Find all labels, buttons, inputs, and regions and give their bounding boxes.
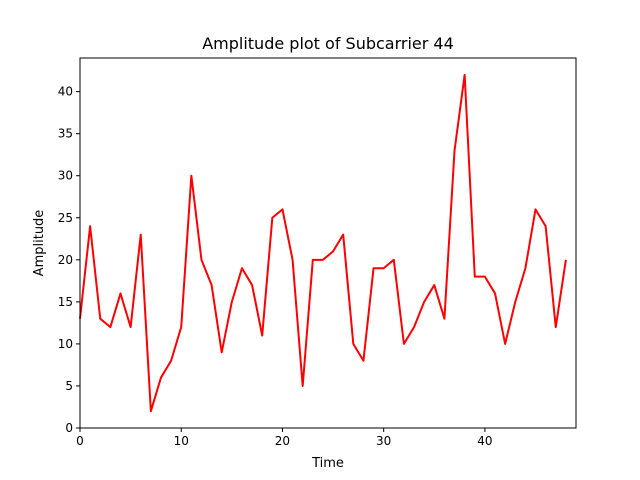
plot-area: 0 10 20 30 40 0 5 10 15 20 25 30 35 40 [58, 57, 577, 448]
y-tick-label: 5 [65, 379, 73, 393]
axes-frame [79, 57, 577, 429]
y-tick-label: 30 [58, 169, 73, 183]
x-axis-title: Time [311, 456, 344, 471]
y-tick-label: 15 [58, 295, 73, 309]
y-tick-label: 10 [58, 337, 73, 351]
chart-title: Amplitude plot of Subcarrier 44 [202, 34, 454, 53]
y-tick-label: 35 [58, 127, 73, 141]
y-tick-label: 0 [65, 421, 73, 435]
y-axis-title: Amplitude [32, 210, 47, 277]
y-tick-label: 20 [58, 253, 73, 267]
x-tick-label: 0 [76, 434, 84, 448]
series-line-0 [79, 73, 567, 413]
x-tick-label: 30 [376, 434, 391, 448]
x-tick-label: 40 [477, 434, 492, 448]
y-tick-label: 40 [58, 85, 73, 99]
y-tick-label: 25 [58, 211, 73, 225]
x-tick-label: 20 [275, 434, 290, 448]
x-tick-label: 10 [174, 434, 189, 448]
